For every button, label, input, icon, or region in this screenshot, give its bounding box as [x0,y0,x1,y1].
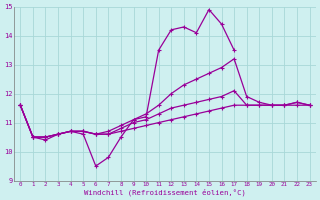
X-axis label: Windchill (Refroidissement éolien,°C): Windchill (Refroidissement éolien,°C) [84,188,246,196]
